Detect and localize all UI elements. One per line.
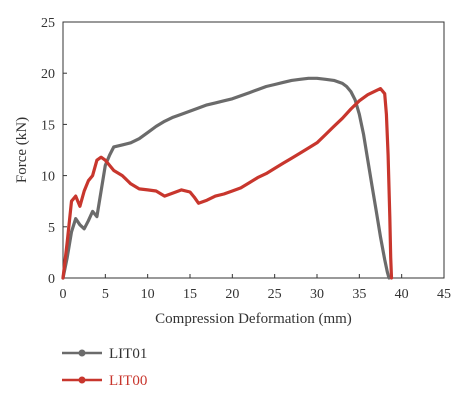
y-tick-label: 15 xyxy=(41,118,55,133)
legend-label-lit01: LIT01 xyxy=(109,346,147,362)
legend-item-lit00: LIT00 xyxy=(62,373,147,389)
y-tick-label: 0 xyxy=(48,272,55,287)
legend: LIT01 LIT00 xyxy=(62,346,147,389)
series-line-lit01 xyxy=(61,76,391,280)
y-tick-label: 20 xyxy=(41,67,55,82)
legend-marker-lit01 xyxy=(78,349,86,357)
legend-item-lit01: LIT01 xyxy=(62,346,147,362)
x-tick-label: 10 xyxy=(141,287,155,302)
legend-label-lit00: LIT00 xyxy=(109,373,147,389)
x-axis-label: Compression Deformation (mm) xyxy=(155,311,352,327)
y-axis-ticks: 0 5 10 15 20 25 xyxy=(41,16,67,287)
x-tick-label: 35 xyxy=(352,287,366,302)
x-tick-label: 25 xyxy=(268,287,282,302)
x-tick-label: 30 xyxy=(310,287,324,302)
y-tick-label: 10 xyxy=(41,170,55,185)
series-line-lit00 xyxy=(61,87,394,280)
x-axis-ticks: 0 5 10 15 20 25 30 35 40 45 xyxy=(60,274,451,302)
y-tick-label: 25 xyxy=(41,16,55,31)
y-tick-label: 5 xyxy=(48,221,55,236)
x-tick-label: 40 xyxy=(395,287,409,302)
x-tick-label: 5 xyxy=(102,287,109,302)
x-tick-label: 15 xyxy=(183,287,197,302)
plot-area: 0 5 10 15 20 25 30 35 40 45 0 5 10 15 20 25 xyxy=(41,16,451,302)
plot-frame xyxy=(62,21,445,279)
y-axis-label: Force (kN) xyxy=(14,117,30,183)
series-layer xyxy=(61,76,394,280)
legend-marker-lit00 xyxy=(78,376,86,384)
x-tick-label: 0 xyxy=(60,287,67,302)
x-tick-label: 20 xyxy=(225,287,239,302)
x-tick-label: 45 xyxy=(437,287,451,302)
